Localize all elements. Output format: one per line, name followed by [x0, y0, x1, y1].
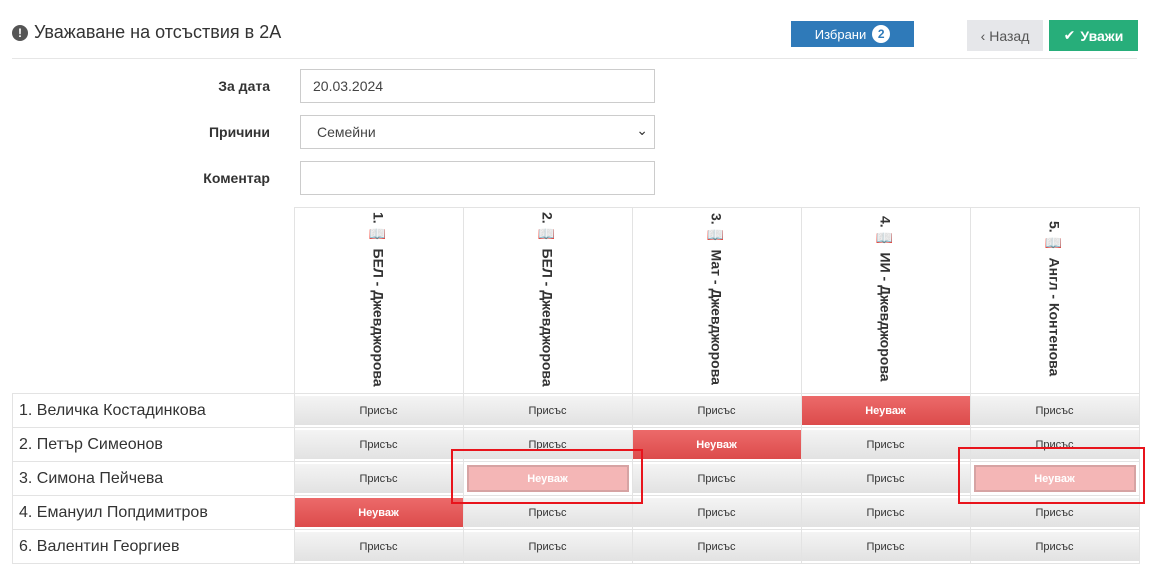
present-status[interactable]: Присъс: [970, 396, 1139, 425]
selected-label: Избрани: [814, 26, 867, 42]
present-status[interactable]: Присъс: [801, 464, 970, 493]
header-blank: [12, 207, 295, 394]
student-row: 2. Петър Симеонов Присъс Присъс Неуваж Присъ…: [12, 427, 1140, 462]
student-name: 6. Валентин Георгиев: [12, 529, 295, 564]
comment-row: Коментар: [0, 161, 700, 195]
student-row: 4. Емануил Попдимитров Неуваж Присъс Присъс…: [12, 495, 1140, 530]
excuse-button[interactable]: ✔ Уважи: [1049, 20, 1138, 51]
attendance-cell: Неуваж: [800, 393, 971, 428]
subject-header: 4. 📖 ИИ - Джевджорова: [800, 207, 971, 394]
absences-table: 1. 📖 БЕЛ - Джевджорова 2. 📖 БЕЛ - Джевджо…: [12, 207, 1140, 564]
attendance-cell: Неуваж: [462, 461, 633, 496]
check-icon: ✔: [1063, 27, 1076, 43]
reason-select[interactable]: Семейни ⌄: [300, 115, 655, 149]
unexcused-status[interactable]: Неуваж: [632, 430, 801, 459]
reason-label: Причини: [208, 124, 270, 140]
date-input[interactable]: 20.03.2024: [300, 69, 655, 103]
attendance-cell: Присъс: [293, 393, 464, 428]
present-status[interactable]: Присъс: [463, 396, 632, 425]
attendance-cell: Неуваж: [293, 495, 464, 530]
present-status[interactable]: Присъс: [801, 430, 970, 459]
students-body: 1. Величка Костадинкова Присъс Присъс Присъ…: [12, 393, 1140, 564]
present-status[interactable]: Присъс: [463, 498, 632, 527]
page-title: ! Уважаване на отсъствия в 2А: [12, 22, 281, 43]
present-status[interactable]: Присъс: [294, 430, 463, 459]
chevron-down-icon: ⌄: [636, 122, 648, 138]
excuse-label: Уважи: [1080, 27, 1124, 44]
attendance-cell: Присъс: [462, 495, 633, 530]
back-label: Назад: [989, 27, 1030, 44]
student-name: 1. Величка Костадинкова: [12, 393, 295, 428]
attendance-cell: Присъс: [462, 393, 633, 428]
attendance-cell: Присъс: [800, 461, 971, 496]
attendance-cell: Присъс: [631, 393, 802, 428]
present-status[interactable]: Присъс: [294, 464, 463, 493]
attendance-cell: Присъс: [800, 529, 971, 564]
present-status[interactable]: Присъс: [294, 396, 463, 425]
present-status[interactable]: Присъс: [970, 532, 1139, 561]
student-name: 3. Симона Пейчева: [12, 461, 295, 496]
subject-header: 1. 📖 БЕЛ - Джевджорова: [293, 207, 464, 394]
attendance-cell: Присъс: [800, 495, 971, 530]
reason-select-value: Семейни: [317, 124, 376, 140]
subject-label: 2. 📖 БЕЛ - Джевджорова: [539, 211, 556, 387]
page-title-text: Уважаване на отсъствия в 2А: [34, 22, 282, 42]
present-status[interactable]: Присъс: [632, 532, 801, 561]
attendance-cell: Присъс: [293, 427, 464, 462]
page-header: ! Уважаване на отсъствия в 2А Избрани 2 …: [12, 18, 1138, 59]
attendance-cell: Присъс: [462, 427, 633, 462]
present-status[interactable]: Присъс: [801, 498, 970, 527]
student-row: 1. Величка Костадинкова Присъс Присъс Присъ…: [12, 393, 1140, 428]
present-status[interactable]: Присъс: [970, 498, 1139, 527]
date-row: За дата 20.03.2024: [0, 69, 700, 103]
reason-row: Причини Семейни ⌄: [0, 115, 700, 149]
subjects-header-row: 1. 📖 БЕЛ - Джевджорова 2. 📖 БЕЛ - Джевджо…: [12, 207, 1140, 394]
subject-header: 2. 📖 БЕЛ - Джевджорова: [462, 207, 633, 394]
present-status[interactable]: Присъс: [632, 396, 801, 425]
present-status[interactable]: Присъс: [801, 532, 970, 561]
attendance-cell: Присъс: [969, 427, 1140, 462]
attendance-cell: Присъс: [462, 529, 633, 564]
attendance-cell: Присъс: [293, 461, 464, 496]
attendance-cell: Присъс: [969, 529, 1140, 564]
date-label: За дата: [218, 78, 270, 94]
present-status[interactable]: Присъс: [463, 532, 632, 561]
attendance-cell: Неуваж: [969, 461, 1140, 496]
present-status[interactable]: Присъс: [632, 464, 801, 493]
unexcused-status[interactable]: Неуваж: [294, 498, 463, 527]
present-status[interactable]: Присъс: [970, 430, 1139, 459]
subject-label: 1. 📖 БЕЛ - Джевджорова: [370, 211, 387, 387]
present-status[interactable]: Присъс: [632, 498, 801, 527]
attendance-cell: Присъс: [293, 529, 464, 564]
selected-absence-status[interactable]: Неуваж: [973, 465, 1136, 492]
subject-label: 5. 📖 Англ - Контенова: [1046, 221, 1063, 377]
attendance-cell: Присъс: [969, 495, 1140, 530]
subject-header: 3. 📖 Мат - Джевджорова: [631, 207, 802, 394]
selected-button[interactable]: Избрани 2: [791, 21, 914, 47]
attendance-cell: Присъс: [631, 495, 802, 530]
back-button[interactable]: ‹ Назад: [967, 20, 1043, 51]
attendance-cell: Неуваж: [631, 427, 802, 462]
comment-input[interactable]: [300, 161, 655, 195]
attendance-cell: Присъс: [969, 393, 1140, 428]
selected-absence-status[interactable]: Неуваж: [466, 465, 629, 492]
exclamation-circle-icon: !: [12, 24, 28, 41]
subject-label: 4. 📖 ИИ - Джевджорова: [877, 216, 894, 382]
student-row: 3. Симона Пейчева Присъс Неуваж Присъс Присъ…: [12, 461, 1140, 496]
attendance-cell: Присъс: [800, 427, 971, 462]
comment-label: Коментар: [203, 170, 270, 186]
subject-label: 3. 📖 Мат - Джевджорова: [708, 213, 725, 385]
present-status[interactable]: Присъс: [294, 532, 463, 561]
unexcused-status[interactable]: Неуваж: [801, 396, 970, 425]
selected-count-badge: 2: [872, 25, 891, 43]
student-row: 6. Валентин Георгиев Присъс Присъс Присъс Пр…: [12, 529, 1140, 564]
student-name: 2. Петър Симеонов: [12, 427, 295, 462]
chevron-left-icon: ‹: [980, 27, 986, 44]
subject-header: 5. 📖 Англ - Контенова: [969, 207, 1140, 394]
student-name: 4. Емануил Попдимитров: [12, 495, 295, 530]
attendance-cell: Присъс: [631, 461, 802, 496]
attendance-cell: Присъс: [631, 529, 802, 564]
present-status[interactable]: Присъс: [463, 430, 632, 459]
